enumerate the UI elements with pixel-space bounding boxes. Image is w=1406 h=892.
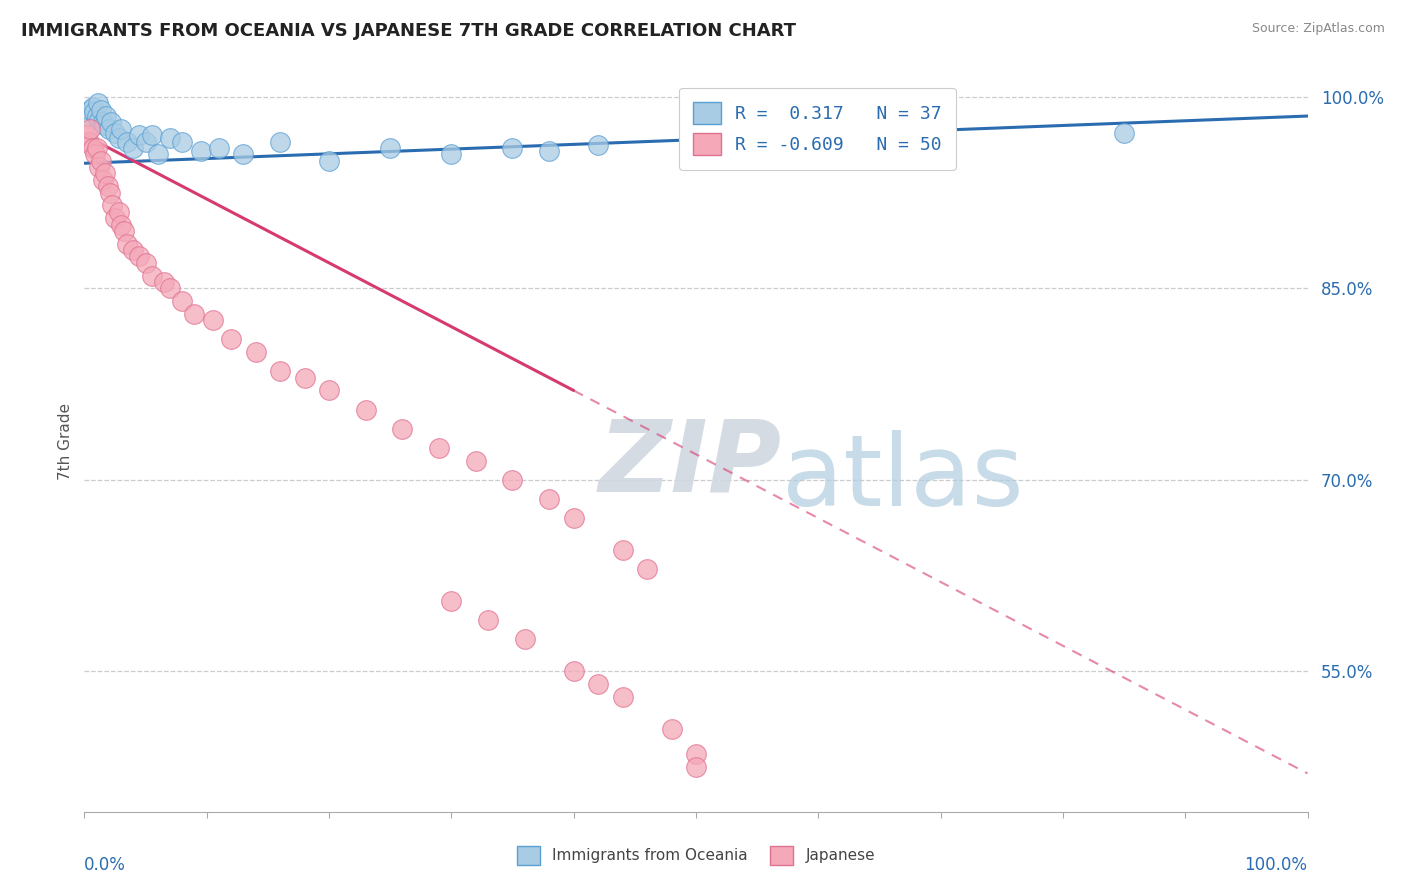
- Text: 100.0%: 100.0%: [1244, 856, 1308, 874]
- Point: [90, 153, 112, 168]
- Point: [87, 160, 110, 174]
- Point: [97, 121, 120, 136]
- Point: [107, 204, 129, 219]
- Point: [685, 760, 707, 774]
- Point: [94, 166, 117, 180]
- Text: ZIP: ZIP: [598, 416, 782, 512]
- Point: [562, 665, 585, 679]
- Point: [79, 103, 101, 117]
- Text: 0.0%: 0.0%: [84, 856, 127, 874]
- Point: [110, 218, 132, 232]
- Point: [391, 422, 413, 436]
- Point: [318, 153, 340, 168]
- Text: Source: ZipAtlas.com: Source: ZipAtlas.com: [1251, 22, 1385, 36]
- Point: [84, 147, 107, 161]
- Point: [79, 121, 101, 136]
- Point: [93, 118, 115, 132]
- Point: [294, 370, 316, 384]
- Point: [96, 109, 118, 123]
- Point: [86, 109, 108, 123]
- Point: [427, 441, 450, 455]
- Point: [146, 147, 169, 161]
- Point: [86, 141, 108, 155]
- Point: [172, 135, 194, 149]
- Point: [128, 249, 150, 264]
- Point: [502, 141, 524, 155]
- Point: [153, 275, 176, 289]
- Point: [104, 211, 127, 226]
- Point: [190, 144, 212, 158]
- Point: [82, 100, 104, 114]
- Point: [135, 135, 157, 149]
- Point: [380, 141, 402, 155]
- Point: [90, 103, 112, 117]
- Point: [586, 138, 609, 153]
- Point: [1114, 126, 1136, 140]
- Point: [477, 613, 499, 627]
- Point: [232, 147, 254, 161]
- Point: [110, 121, 132, 136]
- Point: [502, 473, 524, 487]
- Point: [612, 690, 634, 704]
- Point: [440, 147, 463, 161]
- Point: [269, 364, 291, 378]
- Point: [135, 256, 157, 270]
- Point: [97, 179, 120, 194]
- Point: [354, 402, 377, 417]
- Point: [636, 562, 658, 576]
- Point: [104, 126, 127, 140]
- Point: [219, 333, 242, 347]
- Point: [183, 307, 205, 321]
- Point: [82, 141, 104, 155]
- Point: [107, 130, 129, 145]
- Text: IMMIGRANTS FROM OCEANIA VS JAPANESE 7TH GRADE CORRELATION CHART: IMMIGRANTS FROM OCEANIA VS JAPANESE 7TH …: [21, 22, 796, 40]
- Point: [245, 345, 267, 359]
- Legend: Immigrants from Oceania, Japanese: Immigrants from Oceania, Japanese: [510, 840, 882, 871]
- Point: [122, 141, 145, 155]
- Point: [586, 677, 609, 691]
- Point: [612, 543, 634, 558]
- Text: atlas: atlas: [782, 430, 1024, 527]
- Point: [538, 491, 561, 506]
- Point: [318, 384, 340, 398]
- Point: [91, 115, 114, 129]
- Point: [159, 130, 181, 145]
- Point: [87, 112, 110, 127]
- Point: [100, 115, 122, 129]
- Point: [112, 224, 135, 238]
- Point: [538, 144, 561, 158]
- Point: [513, 632, 536, 647]
- Point: [98, 186, 121, 200]
- Point: [83, 105, 105, 120]
- Point: [661, 722, 683, 736]
- Point: [141, 268, 163, 283]
- Point: [77, 135, 100, 149]
- Y-axis label: 7th Grade: 7th Grade: [58, 403, 73, 480]
- Point: [159, 281, 181, 295]
- Point: [747, 147, 769, 161]
- Point: [929, 128, 952, 143]
- Point: [141, 128, 163, 143]
- Point: [208, 141, 231, 155]
- Point: [122, 243, 145, 257]
- Point: [87, 96, 110, 111]
- Point: [685, 747, 707, 762]
- Point: [77, 109, 100, 123]
- Point: [115, 236, 138, 251]
- Point: [128, 128, 150, 143]
- Point: [172, 294, 194, 309]
- Point: [101, 198, 124, 212]
- Point: [464, 453, 486, 467]
- Point: [562, 511, 585, 525]
- Point: [76, 128, 98, 143]
- Point: [91, 173, 114, 187]
- Point: [440, 594, 463, 608]
- Point: [115, 135, 138, 149]
- Point: [269, 135, 291, 149]
- Point: [201, 313, 224, 327]
